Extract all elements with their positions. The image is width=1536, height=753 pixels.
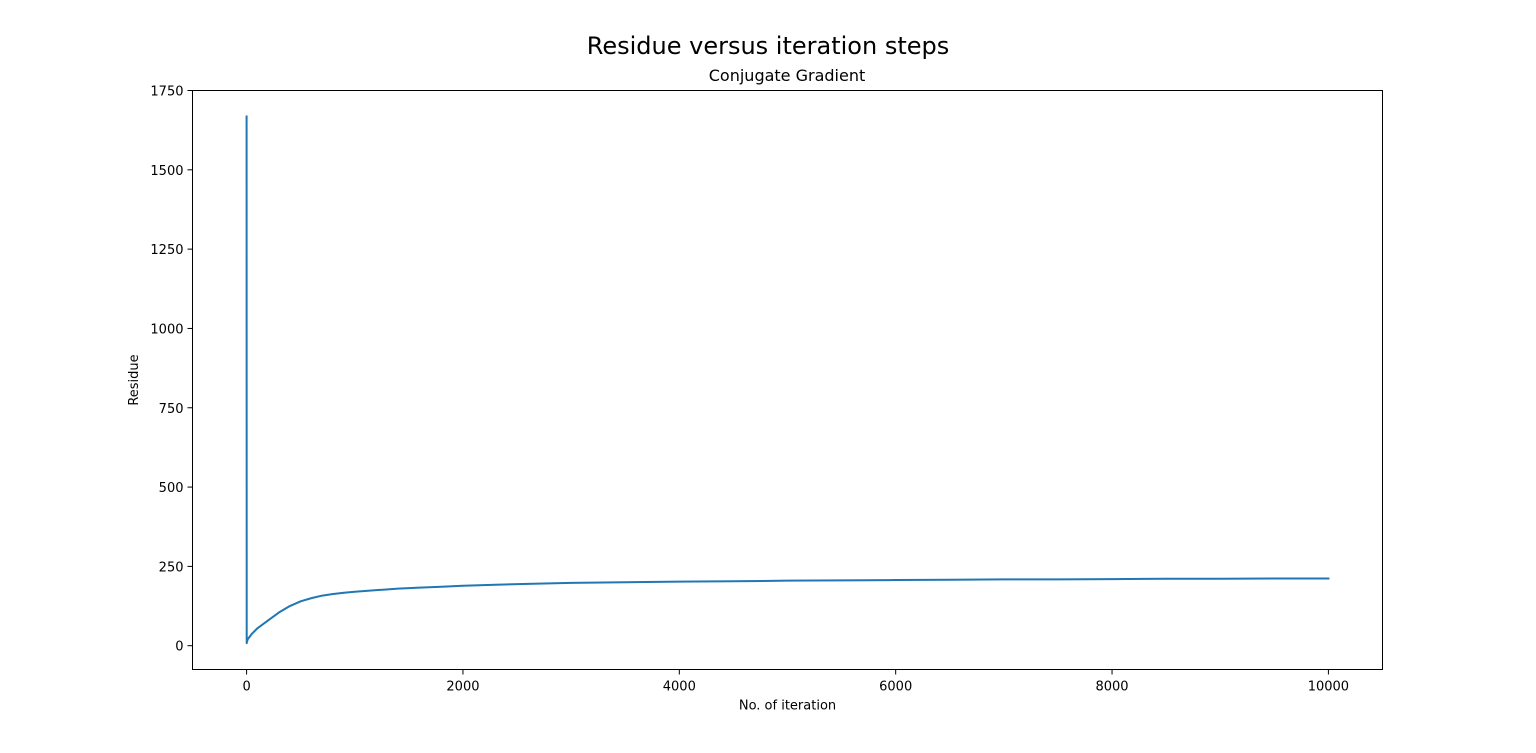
- x-axis: 0 2000 4000 6000 8000 10000: [242, 669, 1349, 695]
- y-tick-label: 1000: [150, 322, 183, 337]
- x-tick-label: 0: [242, 680, 250, 695]
- x-tick-label: 2000: [446, 680, 479, 695]
- figure-title: Residue versus iteration steps: [586, 32, 950, 60]
- y-tick-label: 1500: [150, 164, 183, 179]
- x-tick-label: 4000: [663, 680, 696, 695]
- x-tick-label: 10000: [1308, 680, 1349, 695]
- y-tick-label: 250: [159, 560, 184, 575]
- y-axis-label: Residue: [127, 354, 142, 405]
- x-tick-label: 8000: [1095, 680, 1128, 695]
- plot-frame: [192, 90, 1383, 670]
- y-tick-label: 1250: [150, 243, 183, 258]
- y-tick-label: 500: [159, 481, 184, 496]
- y-axis: 0 250 500 750 1000 1250 1500 1750: [150, 85, 193, 655]
- y-tick-label: 0: [175, 640, 183, 655]
- x-tick-label: 6000: [879, 680, 912, 695]
- x-axis-label: No. of iteration: [739, 699, 836, 714]
- y-tick-label: 750: [159, 402, 184, 417]
- chart-title: Conjugate Gradient: [708, 66, 866, 85]
- y-tick-label: 1750: [150, 85, 183, 100]
- series-line-residue: [245, 115, 1330, 645]
